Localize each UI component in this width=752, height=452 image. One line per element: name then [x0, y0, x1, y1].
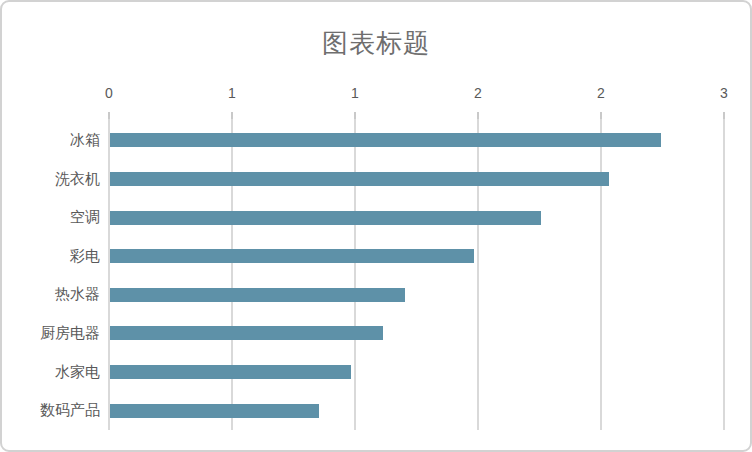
gridline [354, 119, 356, 430]
gridline [723, 119, 725, 430]
value-axis-tick-label: 1 [351, 85, 359, 101]
value-axis-tick-mark [108, 112, 110, 119]
bar-彩电 [110, 249, 474, 263]
value-axis-tick-label: 2 [474, 85, 482, 101]
bar-数码产品 [110, 404, 319, 418]
category-label: 空调 [4, 198, 100, 237]
bar-空调 [110, 211, 541, 225]
gridline [477, 119, 479, 430]
category-label: 彩电 [4, 237, 100, 276]
value-axis-tick-label: 1 [228, 85, 236, 101]
category-label: 厨房电器 [4, 314, 100, 353]
chart-container: 图表标题 0 1 1 2 2 3 冰箱洗衣机空调彩电热水器厨房电器水家电数码产品 [0, 0, 752, 452]
bar-水家电 [110, 365, 351, 379]
value-axis-tick-mark [231, 112, 233, 119]
value-axis-tick-mark [600, 112, 602, 119]
category-label: 洗衣机 [4, 160, 100, 199]
category-label: 冰箱 [4, 121, 100, 160]
category-label: 水家电 [4, 353, 100, 392]
gridline [231, 119, 233, 430]
value-axis-tick-label: 0 [105, 85, 113, 101]
bar-洗衣机 [110, 172, 609, 186]
gridline [108, 119, 110, 430]
bar-厨房电器 [110, 326, 383, 340]
gridline [600, 119, 602, 430]
category-label: 数码产品 [4, 391, 100, 430]
bar-冰箱 [110, 133, 661, 147]
value-axis-tick-mark [723, 112, 725, 119]
value-axis-tick-mark [354, 112, 356, 119]
value-axis-tick-label: 2 [597, 85, 605, 101]
value-axis-tick-label: 3 [720, 85, 728, 101]
bar-热水器 [110, 288, 405, 302]
category-label: 热水器 [4, 275, 100, 314]
chart-title: 图表标题 [2, 26, 750, 61]
value-axis-tick-mark [477, 112, 479, 119]
